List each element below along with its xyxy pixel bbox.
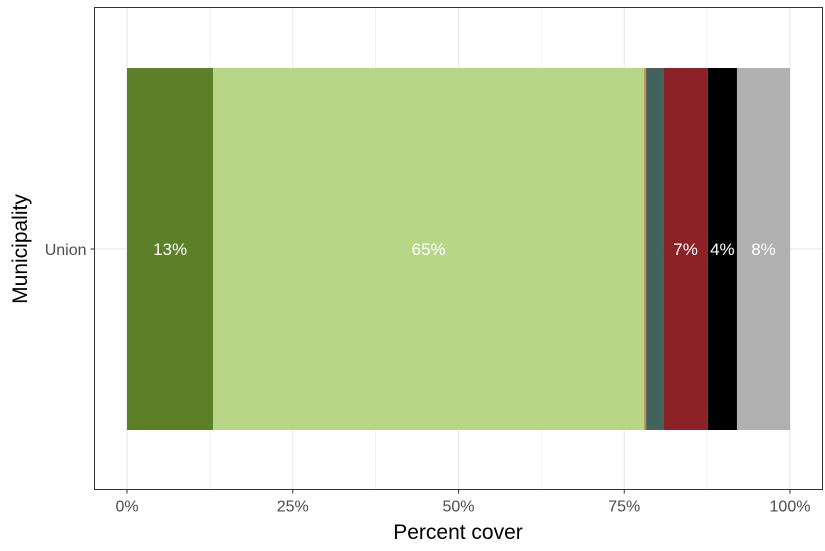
- bar-segment: [127, 68, 214, 430]
- data-label: 7%: [673, 240, 698, 259]
- x-tick-label: 100%: [770, 499, 811, 516]
- data-label: 13%: [153, 240, 187, 259]
- data-label: 8%: [751, 240, 776, 259]
- bar-segments: [127, 68, 790, 430]
- y-axis-title: Municipality: [9, 194, 32, 304]
- bar-segment: [644, 68, 647, 430]
- y-tick-label: Union: [45, 242, 87, 259]
- bar-segment: [213, 68, 645, 430]
- data-labels: 13% 65% 7% 4% 8%: [153, 240, 776, 259]
- bar-segment: [646, 68, 664, 430]
- bar-segment: [707, 68, 737, 430]
- x-tick-label: 25%: [277, 499, 309, 516]
- x-tick-label: 0%: [115, 499, 138, 516]
- data-label: 4%: [710, 240, 735, 259]
- data-label: 65%: [412, 240, 446, 259]
- bar-segment: [736, 68, 790, 430]
- y-axis-categories: Union: [45, 242, 95, 259]
- x-tick-label: 50%: [442, 499, 474, 516]
- x-axis-title: Percent cover: [393, 521, 523, 544]
- x-tick-label: 75%: [608, 499, 640, 516]
- bar-segment: [663, 68, 708, 430]
- axis-ticks: 0% 25% 50% 75% 100%: [115, 489, 811, 516]
